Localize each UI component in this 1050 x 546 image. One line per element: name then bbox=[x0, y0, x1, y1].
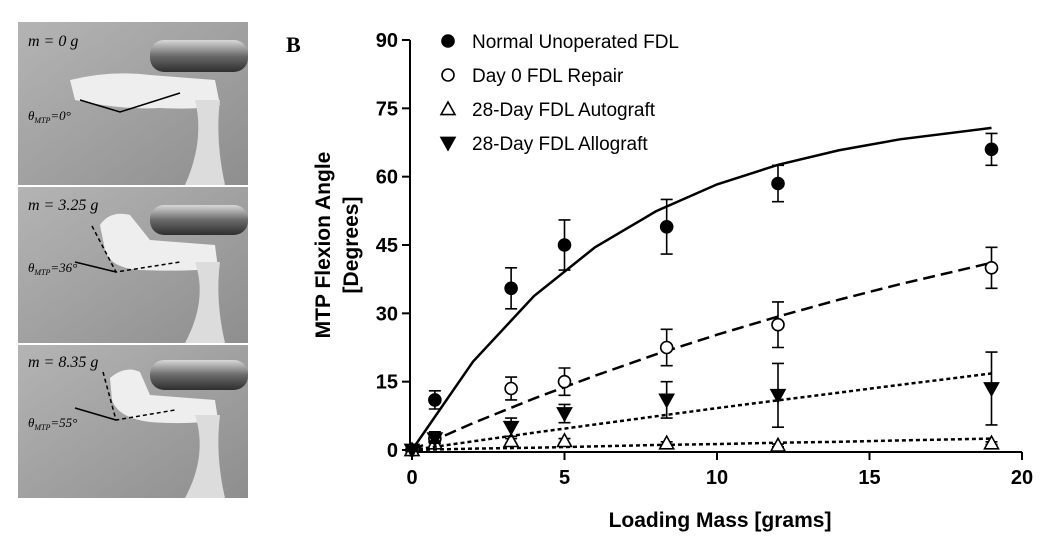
y-tick-label: 75 bbox=[376, 98, 398, 120]
fit-curve bbox=[411, 261, 992, 452]
photo-panel: m = 0 g θMTP=0° bbox=[18, 22, 248, 185]
marker bbox=[769, 436, 787, 452]
angle-symbol: θ bbox=[28, 108, 35, 123]
marker bbox=[504, 381, 518, 396]
photo-tissue bbox=[110, 369, 218, 424]
panel-label: B bbox=[286, 32, 301, 57]
angle-line bbox=[79, 92, 181, 113]
x-tick-label: 0 bbox=[406, 467, 417, 489]
marker bbox=[426, 432, 444, 448]
legend-marker bbox=[441, 68, 455, 82]
marker bbox=[556, 432, 573, 448]
marker bbox=[658, 393, 676, 409]
marker bbox=[658, 434, 676, 450]
x-tick-label: 10 bbox=[706, 467, 728, 489]
angle-symbol: θ bbox=[28, 415, 35, 430]
marker bbox=[984, 260, 999, 275]
angle-line bbox=[74, 407, 117, 421]
marker bbox=[556, 407, 573, 423]
y-tick-label: 0 bbox=[387, 440, 398, 462]
marker bbox=[502, 420, 520, 436]
marker bbox=[502, 432, 520, 448]
photo-panel: m = 8.35 g θMTP=55° bbox=[18, 345, 248, 498]
marker bbox=[659, 340, 674, 355]
legend-marker bbox=[439, 136, 457, 152]
photo-tissue bbox=[185, 100, 225, 185]
angle-subscript: MTP bbox=[33, 268, 50, 277]
legend-label: 28-Day FDL Allograft bbox=[472, 134, 648, 155]
y-tick-label: 15 bbox=[376, 372, 398, 394]
marker bbox=[659, 219, 674, 234]
y-axis-title: [Degrees] bbox=[340, 197, 363, 294]
legend-marker bbox=[439, 100, 457, 116]
angle-subscript: MTP bbox=[33, 423, 50, 432]
legend-label: 28-Day FDL Autograft bbox=[472, 100, 656, 121]
photo-rod bbox=[150, 205, 248, 235]
marker bbox=[504, 281, 518, 296]
marker bbox=[771, 317, 785, 332]
marker bbox=[771, 176, 785, 191]
angle-subscript: MTP bbox=[33, 116, 50, 125]
angle-text: =0° bbox=[50, 108, 70, 123]
marker bbox=[403, 443, 421, 459]
photo-panel: m = 3.25 g θMTP=36° bbox=[18, 187, 248, 343]
marker bbox=[428, 393, 442, 407]
y-axis-title: MTP Flexion Angle bbox=[312, 152, 335, 339]
x-tick-label: 5 bbox=[559, 467, 570, 489]
photo-rod bbox=[150, 40, 248, 72]
photo-tissue bbox=[100, 213, 218, 271]
angle-label: θMTP=36° bbox=[28, 260, 77, 277]
photo-tissue bbox=[185, 415, 225, 498]
angle-label: θMTP=55° bbox=[28, 415, 77, 432]
y-tick-label: 45 bbox=[376, 235, 398, 257]
legend-label: Normal Unoperated FDL bbox=[472, 32, 679, 53]
marker bbox=[983, 382, 1000, 398]
marker bbox=[769, 388, 787, 404]
mass-label: m = 8.35 g bbox=[28, 354, 98, 371]
photo-tissue bbox=[185, 262, 225, 343]
marker bbox=[983, 434, 1000, 450]
y-tick-label: 30 bbox=[376, 303, 398, 325]
mass-label: m = 0 g bbox=[28, 33, 78, 50]
photo-tissue bbox=[70, 73, 220, 109]
fit-curve bbox=[411, 437, 992, 452]
mass-label: m = 3.25 g bbox=[28, 197, 98, 214]
marker bbox=[557, 238, 572, 252]
angle-text: =36° bbox=[50, 260, 77, 275]
angle-text: =55° bbox=[50, 415, 77, 430]
x-tick-label: 20 bbox=[1011, 467, 1033, 489]
angle-symbol: θ bbox=[28, 260, 35, 275]
y-tick-label: 60 bbox=[376, 167, 398, 189]
y-tick-label: 90 bbox=[376, 30, 398, 52]
marker bbox=[984, 142, 999, 157]
x-axis-title: Loading Mass [grams] bbox=[609, 509, 832, 532]
fit-curve bbox=[411, 372, 992, 452]
fit-curve bbox=[410, 126, 992, 451]
legend-label: Day 0 FDL Repair bbox=[472, 66, 624, 87]
legend-marker bbox=[441, 34, 455, 48]
angle-label: θMTP=0° bbox=[28, 108, 71, 125]
photo-rod bbox=[150, 360, 248, 390]
marker bbox=[557, 374, 572, 389]
x-tick-label: 15 bbox=[858, 467, 880, 489]
angle-line bbox=[74, 261, 117, 273]
